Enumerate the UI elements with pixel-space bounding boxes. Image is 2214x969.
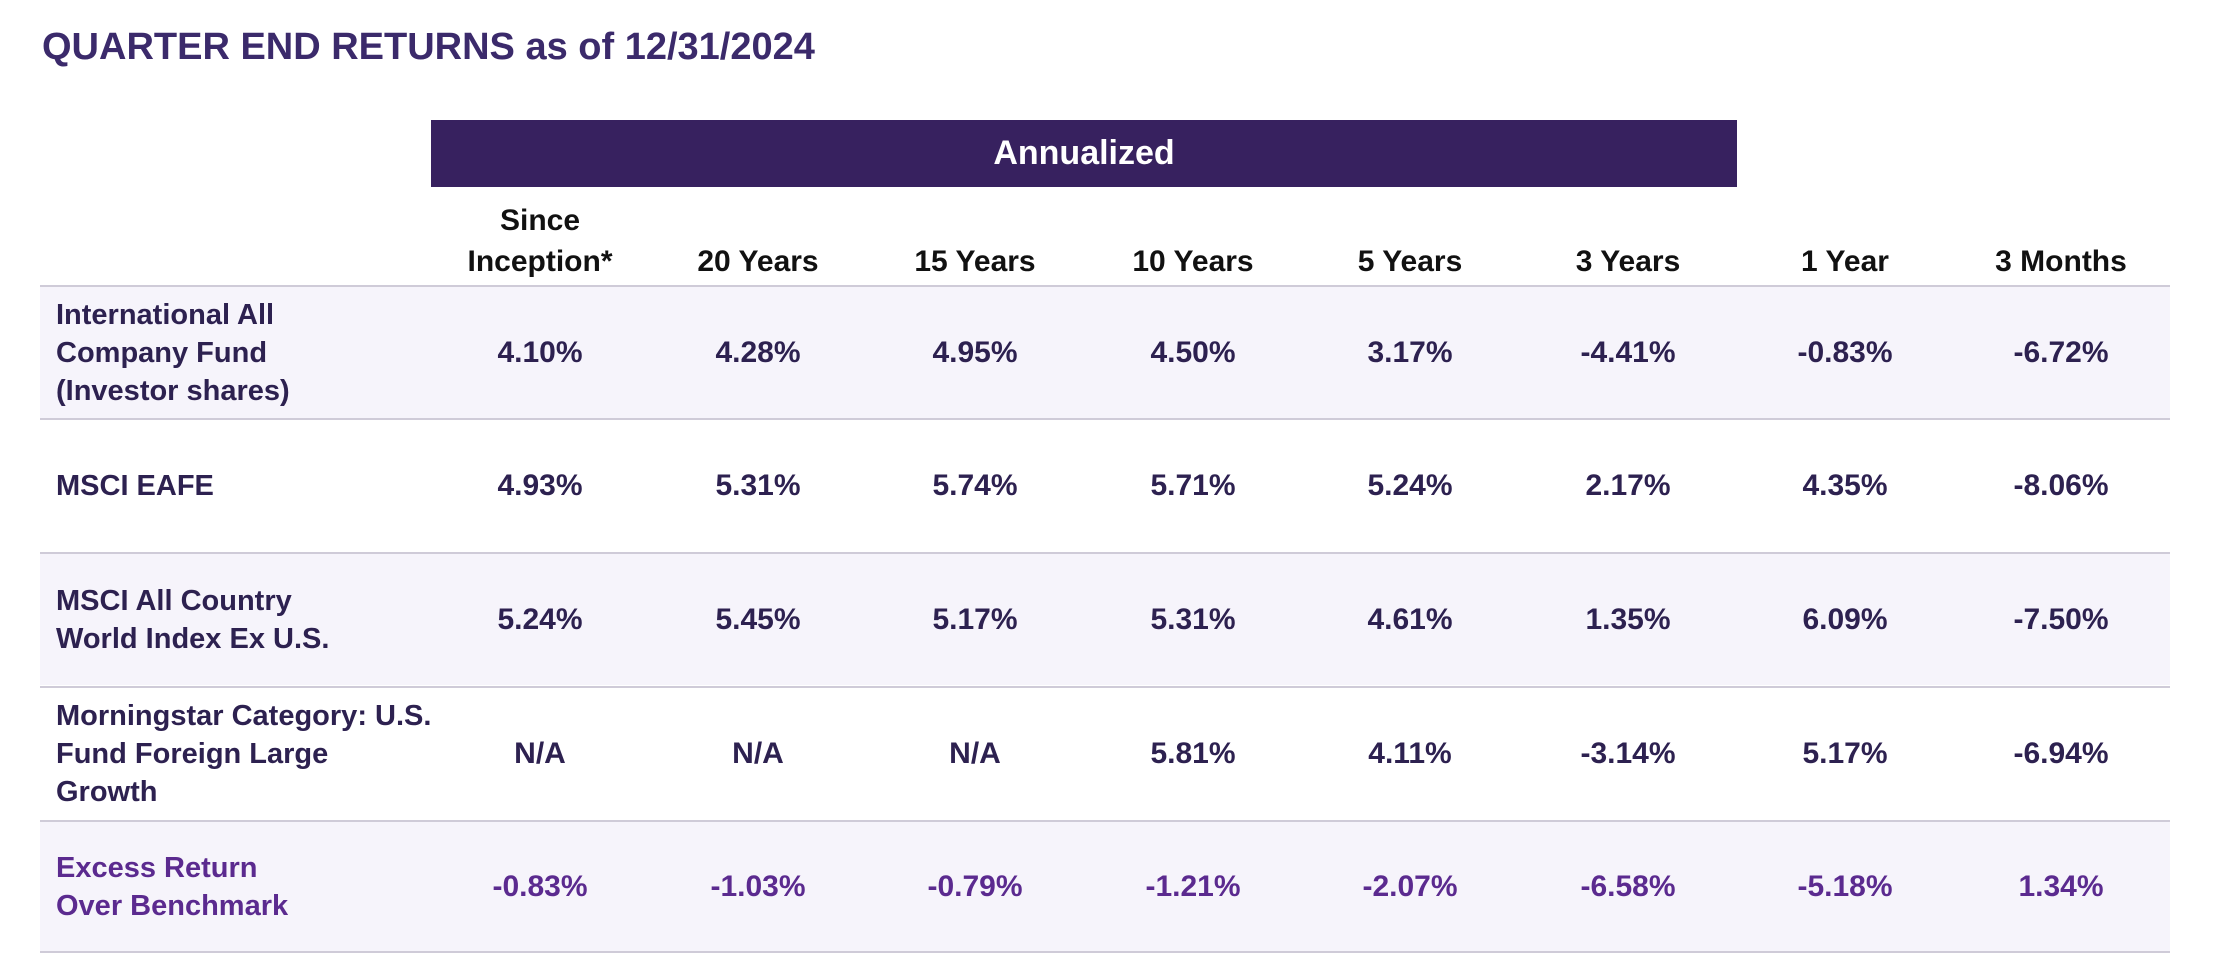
table-cell: 5.74% bbox=[932, 468, 1018, 502]
table-cell: -5.18% bbox=[1797, 869, 1893, 903]
column-header-3-months: 3 Months bbox=[1995, 245, 2127, 278]
table-cell: 4.35% bbox=[1802, 468, 1888, 502]
table-cell: 4.28% bbox=[715, 335, 801, 369]
table-cell: N/A bbox=[949, 736, 1001, 770]
table-cell: N/A bbox=[732, 736, 784, 770]
row-label: Excess Return Over Benchmark bbox=[56, 851, 289, 922]
table-row: Morningstar Category: U.S. Fund Foreign … bbox=[40, 686, 2170, 819]
table-row: MSCI EAFE 4.93% 5.31% 5.74% 5.71% 5.24% … bbox=[40, 418, 2170, 551]
table-cell: -8.06% bbox=[2013, 468, 2109, 502]
table-cell: 5.24% bbox=[497, 602, 583, 636]
column-header-3-years: 3 Years bbox=[1575, 245, 1681, 278]
row-label: Morningstar Category: U.S. Fund Foreign … bbox=[56, 699, 432, 808]
table-cell: 5.71% bbox=[1150, 468, 1236, 502]
column-header-5-years: 5 Years bbox=[1357, 245, 1463, 278]
table-cell: 5.81% bbox=[1150, 736, 1236, 770]
annualized-label: Annualized bbox=[993, 134, 1175, 172]
table-cell: 5.24% bbox=[1367, 468, 1453, 502]
table-cell: 4.61% bbox=[1367, 602, 1453, 636]
table-row-excess-return: Excess Return Over Benchmark -0.83% -1.0… bbox=[40, 820, 2170, 953]
table-cell: 6.09% bbox=[1802, 602, 1888, 636]
table-cell: -1.21% bbox=[1145, 869, 1241, 903]
table-cell: -3.14% bbox=[1580, 736, 1676, 770]
table-cell: -6.94% bbox=[2013, 736, 2109, 770]
column-header-15-years: 15 Years bbox=[914, 245, 1036, 278]
table-cell: 5.17% bbox=[1802, 736, 1888, 770]
table-cell: 1.34% bbox=[2018, 869, 2104, 903]
table-cell: -6.72% bbox=[2013, 335, 2109, 369]
table-cell: N/A bbox=[514, 736, 566, 770]
table-cell: -7.50% bbox=[2013, 602, 2109, 636]
annualized-banner: Annualized bbox=[431, 120, 1737, 187]
table-row: MSCI All Country World Index Ex U.S. 5.2… bbox=[40, 552, 2170, 685]
row-label: MSCI EAFE bbox=[56, 469, 214, 502]
table-cell: 2.17% bbox=[1585, 468, 1671, 502]
column-header-1-year: 1 Year bbox=[1801, 245, 1889, 278]
table-cell: -0.83% bbox=[1797, 335, 1893, 369]
table-cell: -1.03% bbox=[710, 869, 806, 903]
table-cell: -0.79% bbox=[927, 869, 1023, 903]
column-header-20-years: 20 Years bbox=[697, 245, 819, 278]
column-header-10-years: 10 Years bbox=[1132, 245, 1254, 278]
table-cell: 4.11% bbox=[1368, 736, 1452, 770]
table-row: International All Company Fund (Investor… bbox=[40, 285, 2170, 418]
table-cell: -2.07% bbox=[1362, 869, 1458, 903]
table-cell: -4.41% bbox=[1580, 335, 1676, 369]
table-cell: 1.35% bbox=[1585, 602, 1671, 636]
table-cell: 4.50% bbox=[1150, 335, 1236, 369]
row-label: MSCI All Country World Index Ex U.S. bbox=[56, 584, 330, 655]
table-cell: -0.83% bbox=[492, 869, 588, 903]
row-label: International All Company Fund (Investor… bbox=[56, 298, 290, 407]
table-cell: 5.45% bbox=[715, 602, 801, 636]
table-cell: 4.93% bbox=[497, 468, 583, 502]
page-title: QUARTER END RETURNS as of 12/31/2024 bbox=[42, 26, 815, 68]
table-cell: -6.58% bbox=[1580, 869, 1676, 903]
table-cell: 5.17% bbox=[932, 602, 1018, 636]
table-cell: 4.95% bbox=[932, 335, 1018, 369]
column-header-since-inception: Since Inception* bbox=[467, 204, 613, 278]
table-cell: 4.10% bbox=[497, 335, 583, 369]
table-cell: 3.17% bbox=[1367, 335, 1453, 369]
table-cell: 5.31% bbox=[1150, 602, 1236, 636]
table-cell: 5.31% bbox=[715, 468, 801, 502]
